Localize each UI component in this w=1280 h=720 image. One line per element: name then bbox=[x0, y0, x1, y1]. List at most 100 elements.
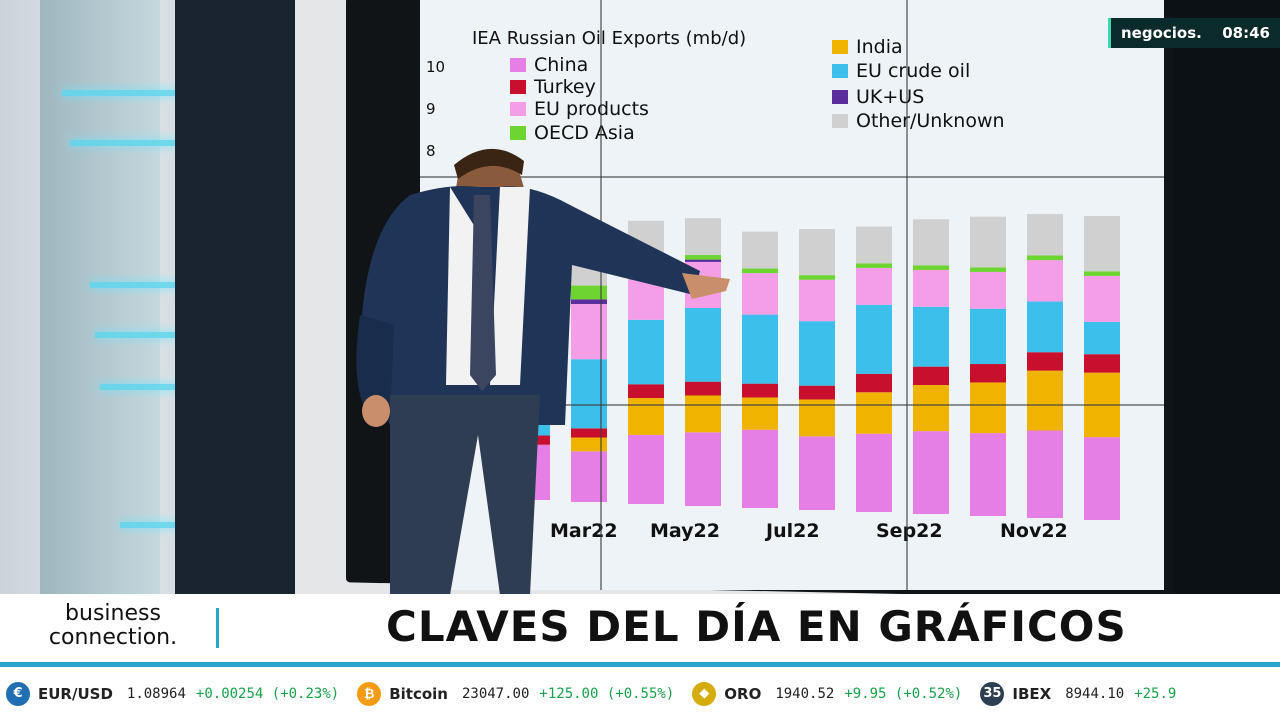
screen-seam bbox=[906, 0, 908, 590]
studio-dark-panel bbox=[175, 0, 295, 600]
bar-segment-eu-crude-oil bbox=[742, 314, 778, 384]
screen-seam bbox=[420, 404, 1164, 406]
ticker-name: Bitcoin bbox=[389, 684, 448, 703]
bar-segment-other-unknown bbox=[970, 216, 1006, 268]
bar-segment-eu-crude-oil bbox=[970, 308, 1006, 365]
screen-seam bbox=[600, 0, 602, 590]
ticker-item: ₿ Bitcoin 23047.00 +125.00 (+0.55%) bbox=[357, 681, 674, 706]
bar-segment-china bbox=[1084, 437, 1120, 520]
bar-segment-china bbox=[856, 433, 892, 512]
bar-segment-turkey bbox=[799, 385, 835, 400]
bar-segment-china bbox=[970, 433, 1006, 516]
x-tick-label: Jul22 bbox=[766, 520, 820, 542]
ticker-value: 1940.52 bbox=[775, 685, 835, 702]
bar-segment-other-unknown bbox=[856, 226, 892, 264]
chart-title: IEA Russian Oil Exports (mb/d) bbox=[472, 28, 747, 49]
bar-segment-turkey bbox=[856, 373, 892, 393]
channel-logo: negocios. bbox=[1121, 24, 1202, 42]
x-tick-label: Nov22 bbox=[1000, 520, 1068, 542]
bar-segment-other-unknown bbox=[913, 219, 949, 266]
bar-segment-eu-products bbox=[1084, 275, 1120, 322]
ticker-name: ORO bbox=[724, 684, 762, 703]
bar-segment-eu-crude-oil bbox=[1084, 321, 1120, 355]
bar-segment-turkey bbox=[742, 383, 778, 398]
legend-india: India bbox=[832, 36, 903, 58]
ticker-value: 23047.00 bbox=[461, 685, 530, 702]
bar-segment-eu-crude-oil bbox=[685, 307, 721, 382]
lower-third-banner: business connection. CLAVES DEL DÍA EN G… bbox=[0, 594, 1280, 662]
bar-segment-oecd-asia bbox=[1027, 255, 1063, 261]
ticker-name: IBEX bbox=[1012, 684, 1052, 703]
bitcoin-icon: ₿ bbox=[357, 681, 382, 706]
studio-light bbox=[70, 140, 230, 146]
bar-segment-oecd-asia bbox=[742, 268, 778, 274]
bar-segment-other-unknown bbox=[685, 218, 721, 256]
bar-segment-oecd-asia bbox=[685, 255, 721, 260]
bar-segment-other-unknown bbox=[1084, 216, 1120, 272]
bar-segment-india bbox=[685, 395, 721, 433]
bar-segment-other-unknown bbox=[799, 229, 835, 276]
bar-segment-eu-products bbox=[970, 271, 1006, 309]
legend-turkey: Turkey bbox=[510, 76, 596, 98]
bar-segment-turkey bbox=[1027, 352, 1063, 371]
ticker-item: 35 IBEX 8944.10 +25.9 bbox=[980, 681, 1176, 706]
y-tick-label: 10 bbox=[426, 58, 446, 76]
bar-segment-eu-crude-oil bbox=[913, 306, 949, 367]
bar-segment-eu-products bbox=[913, 269, 949, 307]
bar-segment-eu-products bbox=[856, 267, 892, 305]
bar-segment-oecd-asia bbox=[571, 285, 607, 300]
channel-bug: negocios. 08:46 bbox=[1108, 18, 1280, 48]
ticker-change: +0.00254 (+0.23%) bbox=[195, 685, 340, 702]
ticker-value: 8944.10 bbox=[1065, 685, 1125, 702]
headline: CLAVES DEL DÍA EN GRÁFICOS bbox=[386, 602, 1127, 651]
video-wall-screen: IEA Russian Oil Exports (mb/d) 10 9 8 Ch… bbox=[420, 0, 1164, 590]
brand-line1: business bbox=[65, 601, 161, 626]
y-tick-label: 9 bbox=[426, 100, 436, 118]
legend-china: China bbox=[510, 54, 588, 76]
ticker-name: EUR/USD bbox=[38, 684, 113, 703]
legend-eu-products: EU products bbox=[510, 98, 649, 120]
bar-segment-eu-crude-oil bbox=[628, 319, 664, 385]
brand-line2: connection. bbox=[48, 625, 178, 650]
bar-segment-eu-crude-oil bbox=[799, 321, 835, 386]
bar-segment-china bbox=[913, 431, 949, 514]
ticker-change: +9.95 (+0.52%) bbox=[844, 685, 963, 702]
bar-segment-eu-crude-oil bbox=[1027, 301, 1063, 353]
bar-segment-uk-us bbox=[571, 299, 607, 304]
x-tick-label: May22 bbox=[650, 520, 720, 542]
bar-segment-turkey bbox=[628, 384, 664, 399]
studio-light bbox=[100, 384, 230, 390]
bar-segment-oecd-asia bbox=[970, 267, 1006, 272]
bar-segment-oecd-asia bbox=[799, 275, 835, 280]
bar-segment-turkey bbox=[1084, 354, 1120, 373]
ticker-item: ◆ ORO 1940.52 +9.95 (+0.52%) bbox=[692, 681, 963, 706]
bar-segment-eu-products bbox=[1027, 260, 1063, 302]
bar-segment-india bbox=[856, 392, 892, 434]
studio-pillar bbox=[40, 0, 160, 600]
bar-segment-eu-crude-oil bbox=[856, 304, 892, 374]
brand-logo: business connection. bbox=[38, 602, 188, 650]
legend-other-unknown: Other/Unknown bbox=[832, 110, 1005, 132]
legend-eu-crude-oil: EU crude oil bbox=[832, 60, 970, 82]
bar-segment-uk-us bbox=[685, 259, 721, 262]
studio-light bbox=[62, 90, 232, 96]
bar-segment-china bbox=[742, 429, 778, 508]
bar-segment-turkey bbox=[685, 381, 721, 396]
bar-segment-other-unknown bbox=[1027, 214, 1063, 256]
bar-segment-oecd-asia bbox=[913, 265, 949, 270]
bar-segment-eu-products bbox=[799, 279, 835, 322]
ibex-icon: 35 bbox=[980, 681, 1005, 706]
bar-segment-india bbox=[1027, 370, 1063, 431]
screen-seam bbox=[420, 176, 1164, 178]
euro-icon: € bbox=[6, 681, 30, 706]
bar-segment-turkey bbox=[571, 428, 607, 438]
y-tick-label: 8 bbox=[426, 142, 436, 160]
bar-segment-china bbox=[685, 432, 721, 506]
bar-segment-oecd-asia bbox=[1084, 271, 1120, 276]
market-ticker: € EUR/USD 1.08964 +0.00254 (+0.23%) ₿ Bi… bbox=[0, 662, 1280, 720]
studio-light bbox=[95, 332, 230, 338]
divider bbox=[216, 608, 219, 648]
presenter-figure bbox=[356, 148, 730, 595]
bar-segment-other-unknown bbox=[742, 231, 778, 269]
legend-uk-us: UK+US bbox=[832, 86, 924, 108]
